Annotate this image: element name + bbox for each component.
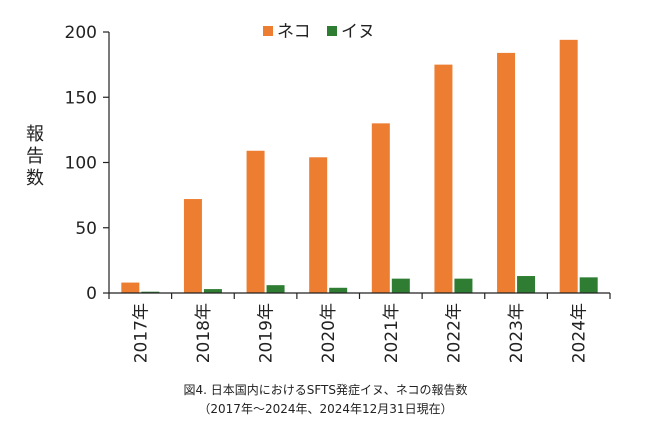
y-axis-label-text: 報告数 [26, 124, 44, 189]
legend-label: ネコ [277, 22, 311, 42]
bar-dog [141, 291, 160, 293]
y-tick-label: 50 [75, 219, 97, 239]
y-tick-label: 100 [65, 154, 97, 174]
legend-swatch [263, 26, 273, 36]
y-tick-label: 200 [65, 23, 97, 43]
x-tick-label: 2017年 [131, 303, 151, 363]
x-tick-label: 2020年 [319, 303, 339, 363]
x-tick-label: 2024年 [570, 303, 590, 363]
bar-cat [497, 52, 516, 293]
bar-dog [454, 278, 473, 293]
y-axis-ticks: 0 50 100 150 200 [65, 23, 109, 304]
bar-cat [246, 150, 265, 293]
bar-dog [579, 277, 598, 293]
figure-caption: 図4. 日本国内におけるSFTS発症イヌ、ネコの報告数 [183, 383, 468, 397]
bar-cat [183, 199, 202, 293]
y-tick-label: 150 [65, 88, 97, 108]
x-tick-label: 2021年 [382, 303, 402, 363]
x-tick-label: 2023年 [507, 303, 527, 363]
bar-chart: 報告数 0 50 100 150 200 2017年 2018年 2019年 2020年 202… [26, 22, 611, 363]
bar-dog [203, 289, 222, 293]
bar-dog [329, 287, 348, 293]
bar-cat [559, 39, 578, 293]
legend-swatch [327, 26, 337, 36]
legend-label: イヌ [341, 22, 375, 42]
bar-dog [266, 285, 285, 293]
figure-caption-note: （2017年〜2024年、2024年12月31日現在） [198, 402, 453, 416]
legend: ネコ イヌ [263, 22, 375, 42]
x-axis-ticks: 2017年 2018年 2019年 2020年 2021年 2022年 2023年 2024年 [108, 293, 611, 363]
bars [121, 39, 598, 293]
bar-cat [121, 282, 140, 293]
y-tick-label: 0 [86, 284, 97, 304]
bar-cat [434, 64, 453, 293]
bar-dog [391, 278, 410, 293]
bar-dog [517, 276, 536, 293]
axes [108, 32, 610, 294]
x-tick-label: 2022年 [444, 303, 464, 363]
bar-cat [309, 157, 328, 293]
x-tick-label: 2018年 [194, 303, 214, 363]
y-axis-label: 報告数 [26, 124, 44, 189]
x-tick-label: 2019年 [257, 303, 277, 363]
bar-cat [371, 123, 390, 293]
